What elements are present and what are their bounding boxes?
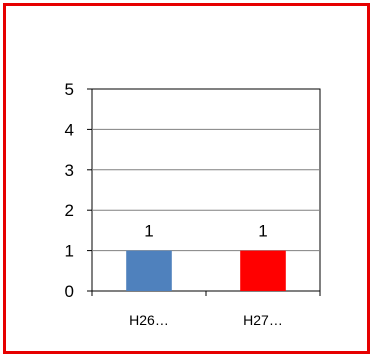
y-tick-label: 0 xyxy=(65,282,74,301)
y-tick-label: 4 xyxy=(65,120,74,139)
bar xyxy=(240,250,286,291)
y-tick-label: 1 xyxy=(65,242,74,261)
data-label: 1 xyxy=(144,222,153,241)
category-labels: H26… H27… xyxy=(129,312,283,328)
y-tick-label: 2 xyxy=(65,201,74,220)
y-tick-label: 5 xyxy=(65,80,74,99)
data-label: 1 xyxy=(258,222,267,241)
x-axis-ticks xyxy=(91,291,321,296)
bars xyxy=(126,250,286,291)
y-tick-label: 3 xyxy=(65,161,74,180)
y-axis-ticks: 0 1 2 3 4 5 xyxy=(65,80,92,301)
bar xyxy=(126,250,172,291)
category-label: H27… xyxy=(243,312,283,328)
category-label: H26… xyxy=(129,312,169,328)
